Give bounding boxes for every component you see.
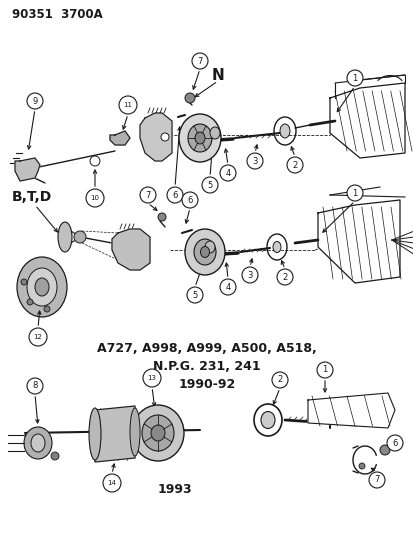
Text: 6: 6 bbox=[392, 439, 397, 448]
Text: 11: 11 bbox=[123, 102, 132, 108]
Polygon shape bbox=[317, 200, 399, 283]
Circle shape bbox=[182, 192, 197, 208]
Text: 1990-92: 1990-92 bbox=[178, 377, 235, 391]
Ellipse shape bbox=[151, 425, 165, 441]
Circle shape bbox=[158, 213, 166, 221]
Text: 5: 5 bbox=[192, 290, 197, 300]
Circle shape bbox=[51, 452, 59, 460]
Ellipse shape bbox=[272, 241, 280, 253]
Text: 14: 14 bbox=[107, 480, 116, 486]
Text: N: N bbox=[211, 68, 224, 83]
Text: 6: 6 bbox=[172, 190, 177, 199]
Circle shape bbox=[219, 165, 235, 181]
Ellipse shape bbox=[209, 127, 219, 139]
Ellipse shape bbox=[24, 427, 52, 459]
Circle shape bbox=[161, 133, 169, 141]
Circle shape bbox=[358, 463, 364, 469]
Text: N.P.G. 231, 241: N.P.G. 231, 241 bbox=[153, 359, 260, 373]
Circle shape bbox=[368, 472, 384, 488]
Text: 12: 12 bbox=[33, 334, 43, 340]
Ellipse shape bbox=[142, 415, 173, 451]
Circle shape bbox=[379, 445, 389, 455]
Circle shape bbox=[276, 269, 292, 285]
Ellipse shape bbox=[260, 411, 274, 429]
Polygon shape bbox=[15, 158, 40, 181]
Circle shape bbox=[103, 474, 121, 492]
Ellipse shape bbox=[132, 405, 183, 461]
Ellipse shape bbox=[178, 114, 221, 162]
Ellipse shape bbox=[279, 124, 289, 138]
Circle shape bbox=[271, 372, 287, 388]
Ellipse shape bbox=[194, 239, 216, 265]
Text: B,T,D: B,T,D bbox=[12, 190, 52, 204]
Circle shape bbox=[119, 96, 137, 114]
Polygon shape bbox=[110, 131, 130, 145]
Ellipse shape bbox=[89, 408, 101, 460]
Circle shape bbox=[86, 189, 104, 207]
Ellipse shape bbox=[200, 246, 209, 257]
Circle shape bbox=[90, 156, 100, 166]
Text: 8: 8 bbox=[32, 382, 38, 391]
Text: 6: 6 bbox=[187, 196, 192, 205]
Text: 1: 1 bbox=[351, 189, 357, 198]
Circle shape bbox=[219, 279, 235, 295]
Ellipse shape bbox=[195, 132, 204, 144]
Circle shape bbox=[140, 187, 156, 203]
Circle shape bbox=[247, 153, 262, 169]
Polygon shape bbox=[329, 83, 404, 158]
Ellipse shape bbox=[58, 222, 72, 252]
Text: 5: 5 bbox=[207, 181, 212, 190]
Text: 9: 9 bbox=[32, 96, 38, 106]
Text: 3: 3 bbox=[252, 157, 257, 166]
Text: 2: 2 bbox=[282, 272, 287, 281]
Text: 1: 1 bbox=[351, 74, 357, 83]
Ellipse shape bbox=[27, 268, 57, 306]
Text: 13: 13 bbox=[147, 375, 156, 381]
Circle shape bbox=[27, 378, 43, 394]
Text: 10: 10 bbox=[90, 195, 99, 201]
Text: 90351  3700A: 90351 3700A bbox=[12, 8, 102, 21]
Ellipse shape bbox=[188, 124, 211, 152]
Circle shape bbox=[142, 369, 161, 387]
Ellipse shape bbox=[17, 257, 67, 317]
Circle shape bbox=[286, 157, 302, 173]
Circle shape bbox=[185, 93, 195, 103]
Text: 7: 7 bbox=[373, 475, 379, 484]
Circle shape bbox=[74, 231, 86, 243]
Text: 3: 3 bbox=[247, 271, 252, 279]
Ellipse shape bbox=[35, 278, 49, 296]
Circle shape bbox=[166, 187, 183, 203]
Ellipse shape bbox=[185, 229, 224, 275]
Circle shape bbox=[192, 53, 207, 69]
Text: 4: 4 bbox=[225, 168, 230, 177]
Text: 1993: 1993 bbox=[157, 483, 192, 497]
Ellipse shape bbox=[204, 241, 214, 253]
Text: 2: 2 bbox=[292, 160, 297, 169]
Circle shape bbox=[346, 70, 362, 86]
Ellipse shape bbox=[31, 434, 45, 452]
Text: 1: 1 bbox=[322, 366, 327, 375]
Circle shape bbox=[316, 362, 332, 378]
Polygon shape bbox=[307, 393, 394, 428]
Circle shape bbox=[27, 299, 33, 305]
Text: 7: 7 bbox=[197, 56, 202, 66]
Circle shape bbox=[21, 279, 27, 285]
Polygon shape bbox=[140, 113, 171, 161]
Text: 4: 4 bbox=[225, 282, 230, 292]
Circle shape bbox=[202, 177, 218, 193]
Circle shape bbox=[386, 435, 402, 451]
Circle shape bbox=[242, 267, 257, 283]
Circle shape bbox=[187, 287, 202, 303]
Polygon shape bbox=[112, 229, 150, 270]
Circle shape bbox=[27, 93, 43, 109]
Circle shape bbox=[44, 306, 50, 312]
Polygon shape bbox=[95, 406, 135, 462]
Circle shape bbox=[346, 185, 362, 201]
Circle shape bbox=[29, 328, 47, 346]
Text: 7: 7 bbox=[145, 190, 150, 199]
Ellipse shape bbox=[130, 408, 140, 456]
Text: A727, A998, A999, A500, A518,: A727, A998, A999, A500, A518, bbox=[97, 342, 316, 354]
Text: 2: 2 bbox=[277, 376, 282, 384]
